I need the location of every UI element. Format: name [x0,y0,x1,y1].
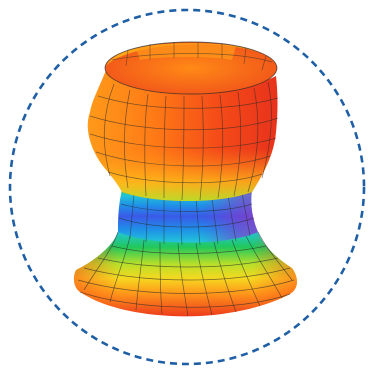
dashed-circle-frame [8,8,366,366]
stem-mesh [118,192,255,246]
base-mesh [77,231,295,317]
goblet-surface [73,41,297,317]
cup-mesh [89,81,279,201]
rim-mesh [111,42,273,71]
